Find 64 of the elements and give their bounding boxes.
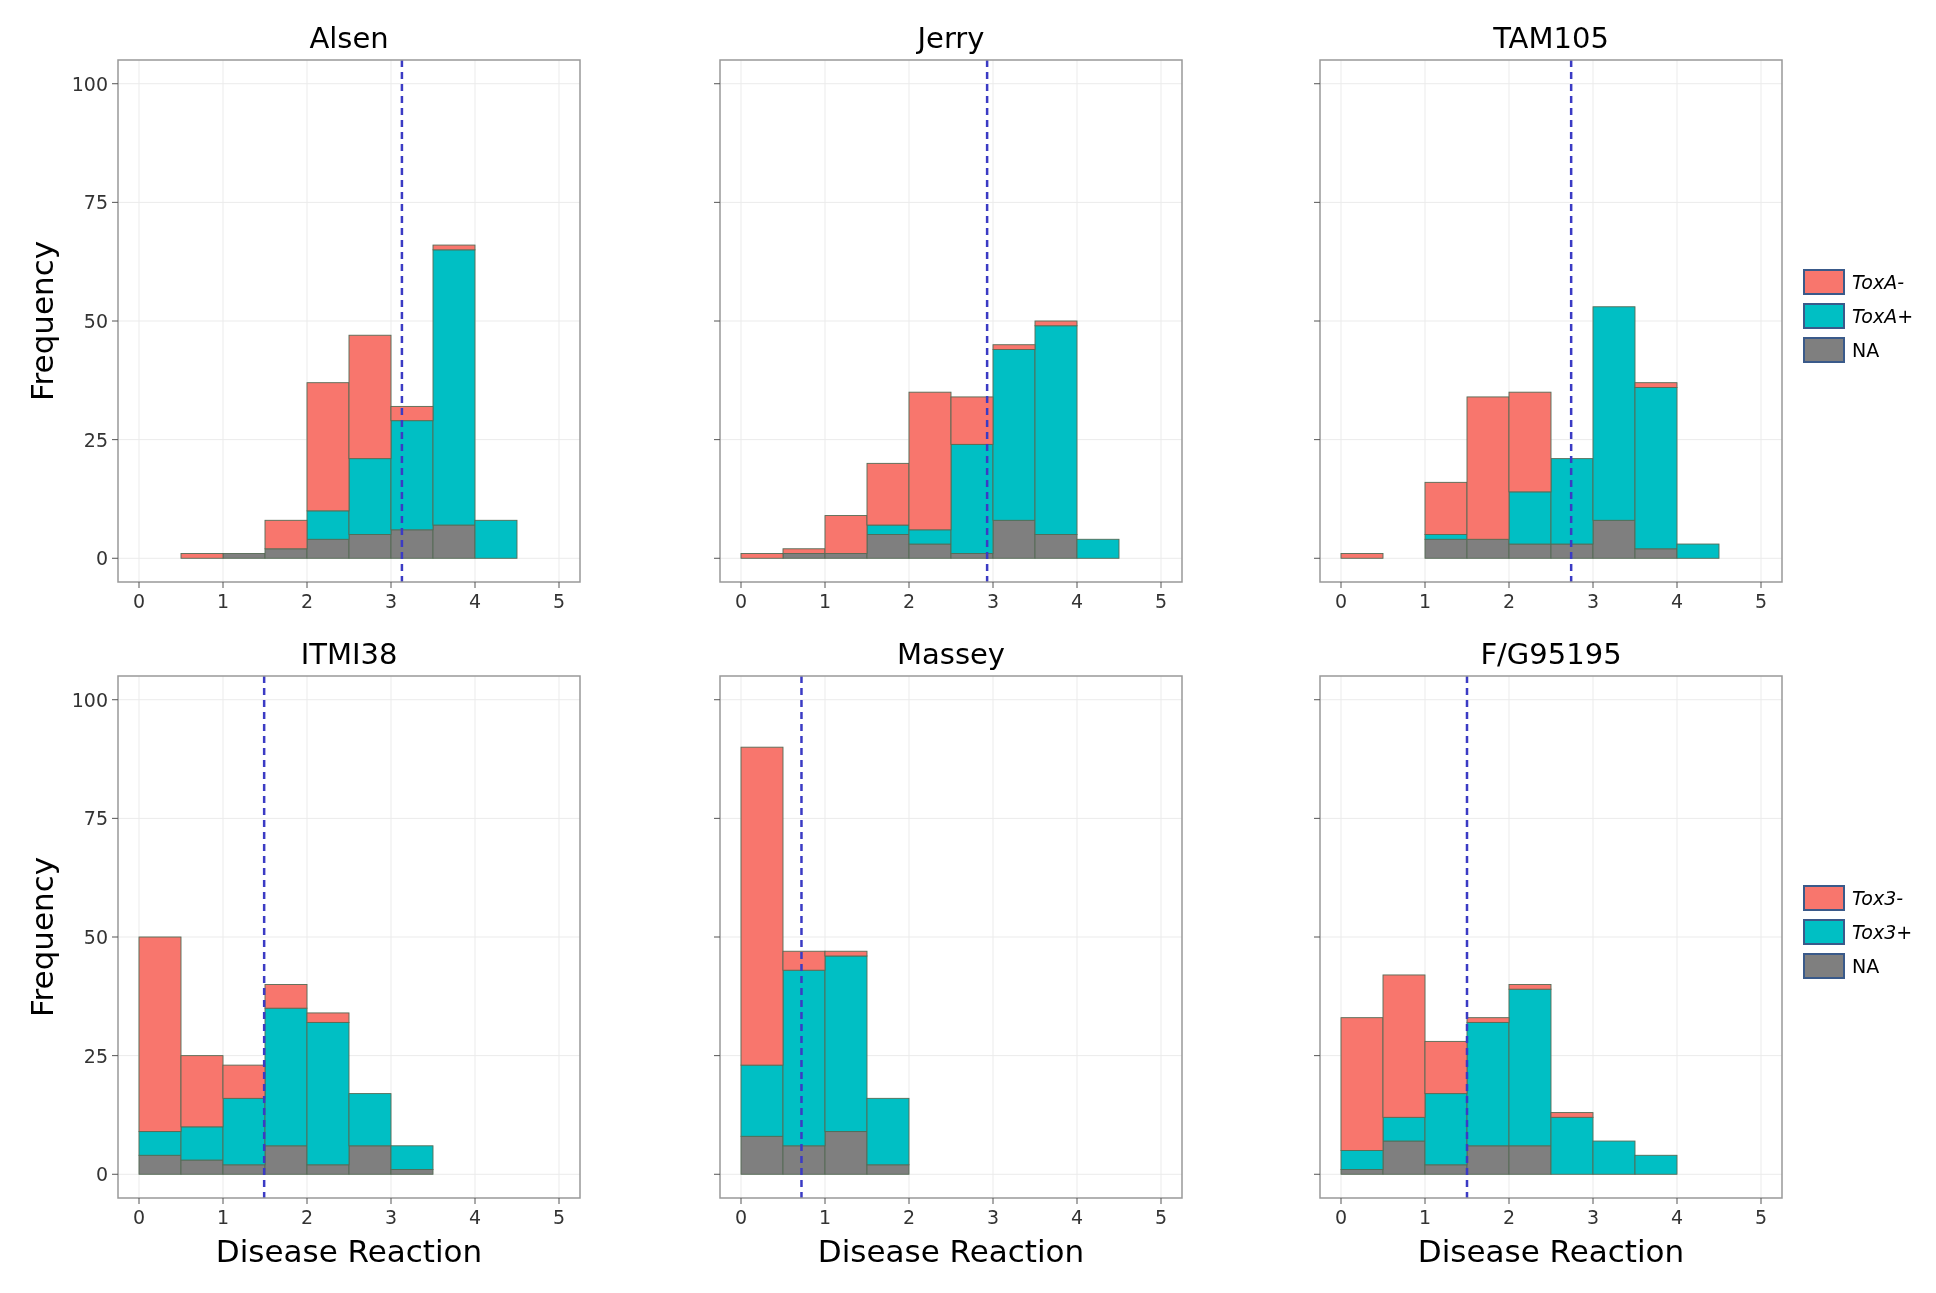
chart-title: TAM105: [1492, 21, 1609, 55]
y-axis-title: Frequency: [24, 240, 60, 402]
x-tick-label: 1: [818, 1206, 832, 1228]
x-tick-label: 0: [132, 1206, 146, 1228]
chart-title: Massey: [896, 637, 1006, 671]
x-tick-label: 5: [552, 590, 566, 612]
x-tick-label: 5: [1754, 1206, 1768, 1228]
chart-title: Jerry: [915, 21, 985, 55]
legend-label: Tox3+: [1852, 921, 1913, 943]
x-tick-label: 2: [902, 1206, 916, 1228]
y-tick-label: 50: [83, 926, 108, 948]
x-tick-label: 4: [1670, 590, 1684, 612]
legend-label: NA: [1852, 339, 1880, 361]
y-tick-label: 50: [83, 310, 108, 332]
bar: [1340, 553, 1384, 559]
chart-title: F/G95195: [1480, 637, 1622, 671]
x-tick-label: 4: [1670, 1206, 1684, 1228]
x-tick-label: 0: [132, 590, 146, 612]
x-tick-label: 5: [1754, 590, 1768, 612]
x-tick-label: 4: [468, 1206, 482, 1228]
y-tick-label: 100: [71, 72, 108, 95]
y-tick-label: 75: [83, 191, 108, 214]
x-tick-label: 4: [1070, 590, 1084, 612]
x-tick-label: 1: [1418, 1206, 1432, 1228]
legend-label: Tox3-: [1852, 887, 1904, 909]
x-tick-label: 2: [1502, 1206, 1516, 1228]
y-tick-label: 75: [83, 807, 108, 830]
x-tick-label: 3: [384, 590, 398, 612]
y-axis-title: Frequency: [24, 856, 60, 1018]
x-axis-title: Disease Reaction: [817, 1233, 1085, 1269]
x-tick-label: 2: [300, 1206, 314, 1228]
x-axis-title: Disease Reaction: [1417, 1233, 1685, 1269]
x-tick-label: 1: [216, 590, 230, 612]
x-tick-label: 3: [986, 1206, 1000, 1228]
x-tick-label: 3: [384, 1206, 398, 1228]
y-tick-label: 0: [95, 547, 108, 570]
x-tick-label: 2: [300, 590, 314, 612]
x-tick-label: 1: [818, 590, 832, 612]
legend-label: ToxA+: [1852, 305, 1914, 327]
chart-title: ITMI38: [300, 637, 398, 671]
y-tick-label: 0: [95, 1163, 108, 1186]
y-tick-label: 100: [71, 688, 108, 711]
x-tick-label: 0: [734, 590, 748, 612]
x-tick-label: 0: [1334, 590, 1348, 612]
x-tick-label: 2: [902, 590, 916, 612]
x-tick-label: 3: [986, 590, 1000, 612]
x-tick-label: 4: [468, 590, 482, 612]
legend-label: NA: [1852, 955, 1880, 977]
x-tick-label: 3: [1586, 1206, 1600, 1228]
x-tick-label: 5: [552, 1206, 566, 1228]
x-tick-label: 5: [1154, 1206, 1168, 1228]
y-tick-label: 25: [83, 1044, 108, 1067]
legend-label: ToxA-: [1852, 271, 1905, 293]
y-tick-label: 25: [83, 428, 108, 451]
x-tick-label: 2: [1502, 590, 1516, 612]
x-tick-label: 0: [1334, 1206, 1348, 1228]
x-tick-label: 1: [1418, 590, 1432, 612]
x-tick-label: 5: [1154, 590, 1168, 612]
x-tick-label: 4: [1070, 1206, 1084, 1228]
x-tick-label: 3: [1586, 590, 1600, 612]
x-axis-title: Disease Reaction: [215, 1233, 483, 1269]
x-tick-label: 0: [734, 1206, 748, 1228]
x-tick-label: 1: [216, 1206, 230, 1228]
chart-title: Alsen: [309, 21, 389, 55]
